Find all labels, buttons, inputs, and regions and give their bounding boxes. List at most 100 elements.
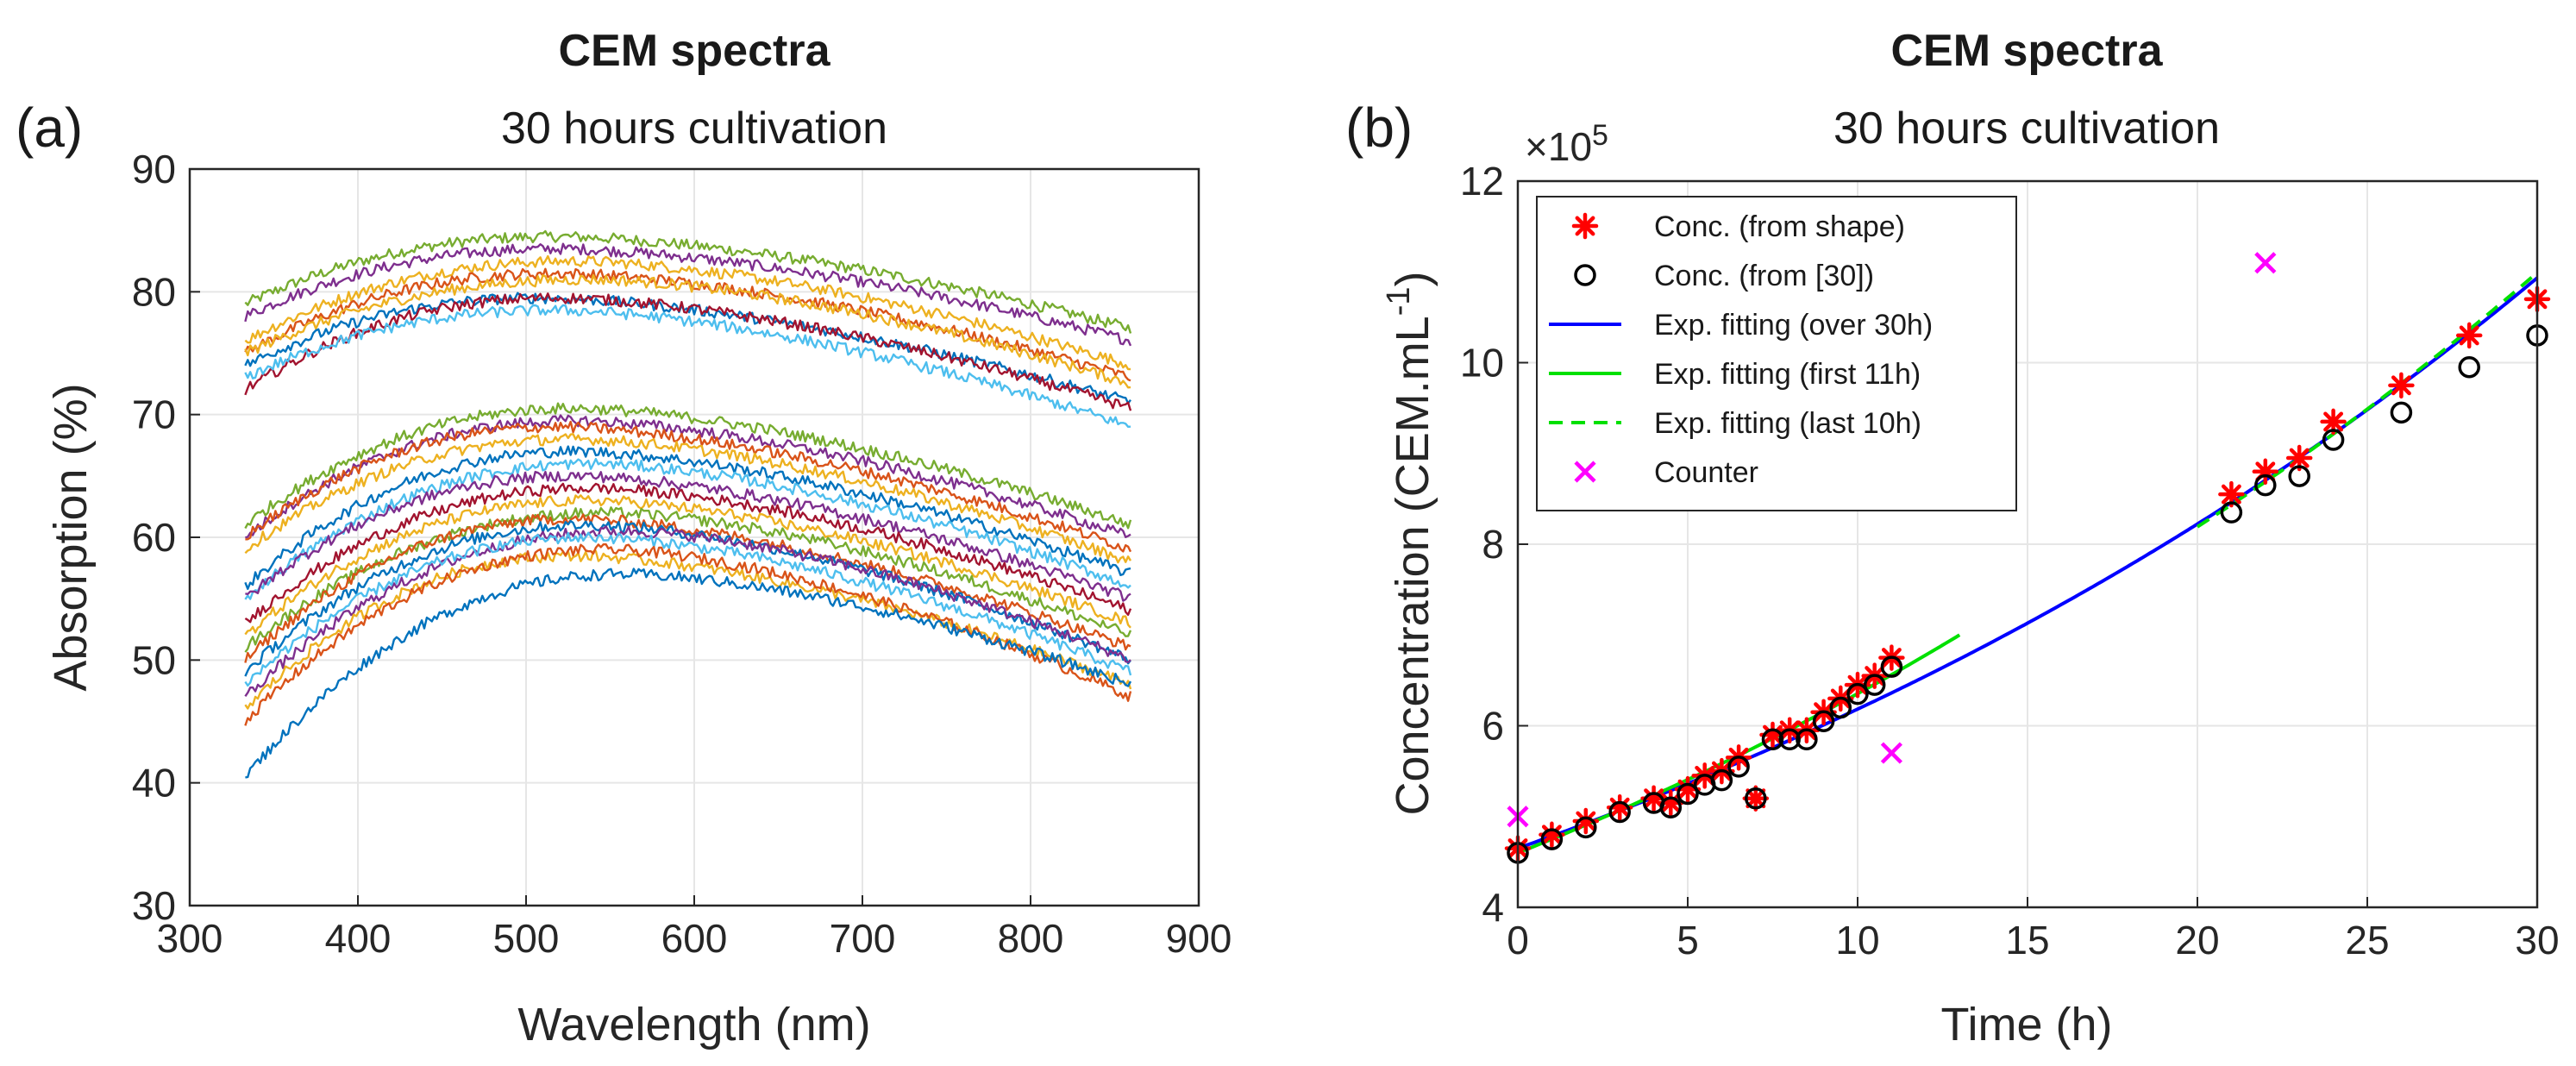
x-tick-label: 400 — [325, 916, 392, 961]
x-tick-label: 15 — [2005, 918, 2049, 963]
spectrum-line-17 — [244, 494, 1131, 636]
point-conc-ref — [1575, 816, 1597, 839]
chart-b-y-multiplier: ×105 — [1525, 119, 1608, 169]
spectrum-line-5 — [244, 274, 1131, 389]
x-tick-label: 0 — [1507, 918, 1529, 963]
legend-box — [1536, 196, 2017, 511]
legend-symbol-star — [1571, 212, 1599, 240]
point-conc-ref — [2322, 429, 2345, 451]
y-tick-label: 40 — [132, 761, 176, 806]
point-conc-ref — [2288, 465, 2310, 487]
y-tick-label: 8 — [1482, 522, 1504, 567]
chart-panel-a: (a) CEM spectra 30 hours cultivation 300… — [16, 26, 1232, 1050]
spectrum-line-25 — [245, 567, 1132, 779]
x-tick-label: 5 — [1677, 918, 1699, 963]
chart-a-gridlines — [189, 168, 1200, 906]
chart-a-series-group — [244, 229, 1132, 779]
y-tick-label: 50 — [132, 637, 176, 682]
x-tick-label: 30 — [2515, 918, 2559, 963]
point-conc-shape — [2388, 372, 2415, 399]
y-tick-label: 30 — [132, 883, 176, 928]
y-tick-label: 6 — [1482, 704, 1504, 749]
point-conc-ref — [1812, 710, 1835, 732]
point-conc-ref — [1829, 696, 1852, 719]
spectrum-line-1 — [244, 229, 1132, 334]
chart-b-legend: Conc. (from shape) Conc. (from [30]) Exp. … — [1536, 196, 2017, 511]
chart-b-ylabel: Concentration (CEM.mL-1) — [1381, 272, 1438, 816]
x-tick-label: 500 — [493, 916, 560, 961]
chart-b-title: CEM spectra — [1891, 26, 2164, 76]
point-conc-ref — [1540, 828, 1564, 850]
chart-b-subtitle: 30 hours cultivation — [1833, 103, 2220, 154]
point-conc-shape — [2285, 444, 2313, 472]
x-tick-label: 20 — [2175, 918, 2219, 963]
spectrum-line-21 — [244, 525, 1131, 697]
y-tick-label: 4 — [1482, 885, 1504, 930]
legend-label: Counter — [1654, 456, 1758, 489]
spectrum-line-23 — [244, 549, 1132, 710]
x-tick-label: 900 — [1166, 916, 1232, 961]
legend-label: Exp. fitting (first 11h) — [1654, 358, 1921, 391]
legend-label: Exp. fitting (over 30h) — [1654, 309, 1933, 342]
spectrum-line-8 — [244, 304, 1131, 428]
chart-panel-b: (b) CEM spectra 30 hours cultivation ×10… — [1345, 26, 2560, 1050]
panel-label-a: (a) — [16, 97, 83, 159]
spectrum-line-16 — [244, 482, 1132, 624]
chart-b-markers — [1504, 252, 2551, 864]
point-conc-ref — [1880, 655, 1903, 678]
chart-a-xticks: 300 400 500 600 700 800 900 — [157, 895, 1232, 961]
point-conc-ref — [2458, 356, 2480, 379]
x-tick-label: 700 — [830, 916, 896, 961]
spectrum-line-14 — [244, 457, 1131, 600]
spectrum-line-13 — [244, 445, 1131, 590]
spectrum-line-22 — [244, 531, 1132, 687]
y-tick-label: 10 — [1460, 341, 1504, 386]
y-tick-label: 12 — [1460, 159, 1504, 204]
point-conc-ref — [1659, 796, 1683, 818]
y-tick-label: 90 — [132, 147, 176, 191]
panel-label-b: (b) — [1345, 97, 1413, 159]
spectrum-line-2 — [244, 242, 1132, 347]
x-tick-label: 600 — [661, 916, 728, 961]
point-conc-shape — [2455, 322, 2483, 349]
point-conc-ref — [1677, 782, 1699, 806]
legend-symbol-cross — [1574, 461, 1596, 483]
point-conc-ref — [2254, 473, 2277, 497]
x-tick-label: 800 — [998, 916, 1064, 961]
point-conc-shape — [1742, 785, 1770, 812]
point-conc-ref — [1710, 768, 1733, 792]
spectrum-line-15 — [245, 470, 1131, 602]
legend-label: Conc. (from [30]) — [1654, 260, 1874, 292]
spectrum-line-11 — [245, 420, 1132, 553]
x-tick-label: 25 — [2345, 918, 2389, 963]
chart-b-yticks: 4 6 8 10 12 — [1460, 159, 1528, 930]
point-conc-ref — [1745, 787, 1767, 810]
legend-label: Conc. (from shape) — [1654, 210, 1905, 243]
point-conc-ref — [1846, 682, 1869, 705]
chart-b-xticks: 0 5 10 15 20 25 30 — [1507, 897, 2560, 963]
spectrum-line-7 — [244, 292, 1132, 411]
point-conc-ref — [1778, 728, 1801, 751]
point-counter — [2254, 252, 2277, 274]
point-conc-ref — [1608, 800, 1631, 824]
point-conc-shape — [1674, 775, 1702, 803]
point-conc-ref — [2220, 501, 2243, 524]
spectrum-line-12 — [244, 433, 1132, 564]
x-tick-label: 10 — [1835, 918, 1879, 963]
chart-a-subtitle: 30 hours cultivation — [501, 103, 887, 154]
point-conc-ref — [1863, 674, 1886, 696]
fit-line-3 — [2196, 271, 2539, 529]
legend-label: Exp. fitting (last 10h) — [1654, 407, 1921, 440]
spectrum-line-3 — [244, 254, 1131, 371]
chart-a-title: CEM spectra — [559, 26, 831, 76]
point-conc-ref — [1761, 728, 1784, 751]
y-tick-label: 80 — [132, 269, 176, 314]
x-tick-label: 300 — [157, 916, 223, 961]
y-tick-label: 70 — [132, 392, 176, 437]
spectrum-line-19 — [244, 513, 1131, 663]
chart-a-ylabel: Absorption (%) — [45, 383, 97, 691]
legend-symbol-circle — [1574, 264, 1596, 286]
point-conc-ref — [2390, 401, 2413, 424]
point-conc-shape — [1640, 785, 1667, 812]
point-conc-ref — [1727, 756, 1750, 778]
